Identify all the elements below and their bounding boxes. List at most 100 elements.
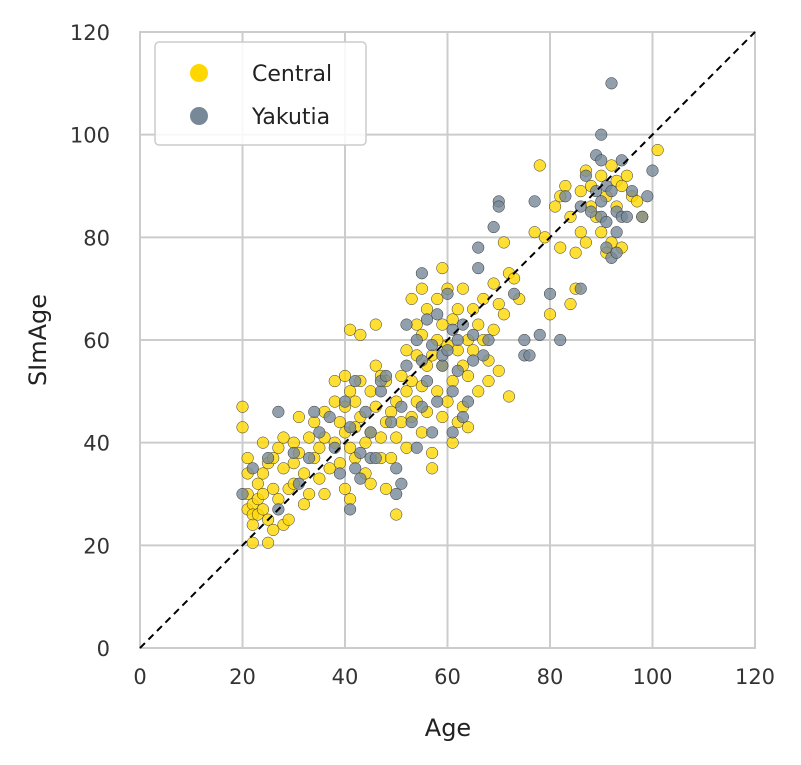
data-point bbox=[472, 241, 485, 254]
data-point bbox=[400, 359, 413, 372]
data-point bbox=[400, 385, 413, 398]
data-point bbox=[390, 487, 403, 501]
data-point bbox=[385, 405, 398, 418]
data-point bbox=[451, 333, 464, 347]
data-point bbox=[595, 128, 608, 141]
data-points bbox=[236, 77, 664, 549]
data-point bbox=[374, 431, 387, 444]
x-tick-label: 100 bbox=[632, 665, 672, 689]
data-point bbox=[605, 185, 618, 198]
data-point bbox=[267, 482, 280, 495]
legend: Central Yakutia bbox=[154, 41, 367, 146]
data-point bbox=[595, 169, 608, 182]
data-point bbox=[523, 349, 536, 362]
x-tick-labels: 0 20 40 60 80 100 120 bbox=[133, 665, 775, 689]
data-point bbox=[272, 493, 285, 506]
data-point bbox=[246, 462, 259, 475]
y-axis-title: SImAge bbox=[24, 294, 52, 386]
data-point bbox=[569, 246, 582, 259]
data-point bbox=[313, 441, 326, 454]
data-point bbox=[518, 333, 531, 347]
data-point bbox=[344, 493, 357, 506]
data-point bbox=[405, 292, 418, 305]
data-point bbox=[431, 308, 444, 321]
data-point bbox=[236, 487, 249, 501]
data-point bbox=[456, 410, 469, 424]
data-point bbox=[410, 441, 423, 454]
data-point bbox=[420, 303, 434, 316]
data-point bbox=[482, 375, 495, 388]
data-point bbox=[600, 241, 613, 254]
data-point bbox=[446, 375, 459, 388]
data-point bbox=[318, 487, 331, 501]
data-point bbox=[559, 190, 572, 203]
data-point bbox=[461, 395, 475, 408]
data-point bbox=[297, 467, 311, 480]
data-point bbox=[441, 395, 454, 408]
data-point bbox=[651, 144, 664, 157]
legend-box bbox=[154, 41, 367, 146]
data-point bbox=[369, 452, 382, 465]
data-point bbox=[354, 446, 367, 459]
data-point bbox=[308, 405, 321, 418]
data-point bbox=[395, 400, 408, 413]
data-point bbox=[431, 292, 444, 305]
data-point bbox=[641, 190, 654, 203]
data-point bbox=[333, 457, 346, 470]
data-point bbox=[246, 518, 259, 531]
data-point bbox=[344, 421, 357, 434]
data-point bbox=[472, 262, 485, 275]
data-point bbox=[564, 298, 577, 311]
data-point bbox=[364, 477, 377, 490]
data-point bbox=[446, 436, 459, 449]
data-point bbox=[420, 313, 434, 326]
data-point bbox=[549, 200, 562, 213]
data-point bbox=[543, 308, 557, 321]
x-tick-label: 0 bbox=[133, 665, 146, 689]
data-point bbox=[451, 364, 464, 377]
y-tick-label: 80 bbox=[83, 226, 110, 250]
legend-marker-yakutia bbox=[190, 107, 208, 125]
data-point bbox=[528, 226, 541, 239]
data-point bbox=[272, 405, 285, 418]
data-point bbox=[395, 477, 408, 490]
data-point bbox=[374, 385, 387, 398]
data-point bbox=[282, 513, 295, 526]
data-point bbox=[364, 426, 377, 439]
data-point bbox=[461, 369, 475, 382]
data-point bbox=[615, 179, 628, 193]
data-point bbox=[349, 395, 362, 408]
x-tick-label: 60 bbox=[434, 665, 461, 689]
data-point bbox=[256, 503, 270, 516]
x-axis-title: Age bbox=[425, 714, 471, 742]
data-point bbox=[472, 318, 485, 331]
data-point bbox=[354, 328, 367, 341]
data-point bbox=[364, 385, 377, 398]
data-point bbox=[467, 344, 480, 357]
data-point bbox=[605, 77, 618, 90]
data-point bbox=[559, 179, 572, 193]
data-point bbox=[436, 262, 449, 275]
data-point bbox=[385, 452, 398, 465]
data-point bbox=[451, 303, 464, 316]
data-point bbox=[344, 323, 357, 336]
data-point bbox=[487, 221, 500, 234]
data-point bbox=[600, 215, 613, 228]
data-point bbox=[369, 318, 382, 331]
x-tick-label: 20 bbox=[229, 665, 256, 689]
data-point bbox=[287, 436, 300, 449]
data-point bbox=[482, 333, 495, 347]
data-point bbox=[431, 385, 444, 398]
data-point bbox=[313, 472, 326, 485]
data-point bbox=[251, 477, 264, 490]
data-point bbox=[436, 410, 449, 424]
data-point bbox=[415, 400, 428, 413]
data-point bbox=[472, 385, 485, 398]
series-central bbox=[236, 144, 664, 549]
legend-label-yakutia: Yakutia bbox=[251, 105, 330, 130]
data-point bbox=[431, 395, 444, 408]
data-point bbox=[595, 195, 608, 208]
data-point bbox=[554, 241, 567, 254]
data-point bbox=[267, 523, 280, 536]
